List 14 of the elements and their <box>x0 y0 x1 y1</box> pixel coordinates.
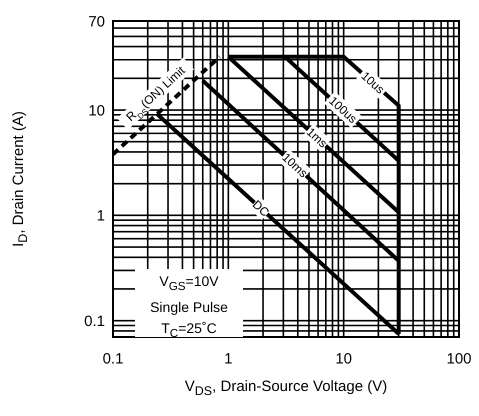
x-tick-label: 10 <box>335 350 352 368</box>
y-tick-label: 70 <box>88 13 105 30</box>
text: 1ms <box>304 124 330 150</box>
x-tick-label: 0.1 <box>102 350 124 368</box>
y-tick-label: 10 <box>88 102 105 120</box>
annotation: T$_{C}$=25˚C <box>160 318 218 342</box>
annotation: Single Pulse <box>149 298 229 317</box>
text: DC <box>250 197 272 220</box>
y-tick-label: 1 <box>96 208 105 225</box>
y-tick-label: 0.1 <box>84 313 105 330</box>
x-tick-label: 1 <box>224 350 233 368</box>
x-tick-label: 100 <box>446 350 472 368</box>
annotation: V$_{GS}$=10V <box>158 272 220 295</box>
x-axis-title: V$_{DS}$, Drain-Source Voltage (V) <box>184 378 388 398</box>
